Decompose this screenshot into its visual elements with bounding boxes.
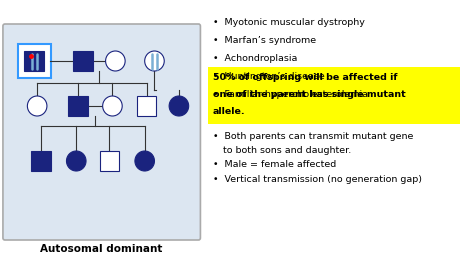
Circle shape (27, 96, 47, 116)
Bar (100, 151, 119, 171)
Bar (25, 51, 44, 71)
Bar (73, 51, 93, 71)
Text: •  Both parents can transmit mutant gene: • Both parents can transmit mutant gene (213, 132, 413, 141)
Text: •  Achondroplasia: • Achondroplasia (213, 54, 298, 63)
FancyBboxPatch shape (18, 44, 51, 78)
FancyBboxPatch shape (208, 67, 460, 124)
Circle shape (106, 51, 125, 71)
Text: •  Vertical transmission (no generation gap): • Vertical transmission (no generation g… (213, 175, 422, 184)
Bar (68, 96, 88, 116)
Text: one of the parent has single mutant: one of the parent has single mutant (213, 90, 406, 99)
Text: •  Myotonic muscular dystrophy: • Myotonic muscular dystrophy (213, 18, 365, 27)
Bar (137, 96, 156, 116)
Text: allele.: allele. (213, 107, 246, 116)
FancyBboxPatch shape (3, 24, 201, 240)
Text: •  Familiar hypercholesterolemia: • Familiar hypercholesterolemia (213, 90, 368, 99)
Circle shape (103, 96, 122, 116)
Text: •  Huntington’s disease: • Huntington’s disease (213, 72, 325, 81)
Text: Autosomal dominant: Autosomal dominant (39, 244, 162, 254)
Text: to both sons and daughter.: to both sons and daughter. (223, 146, 351, 155)
Text: •  Marfan’s syndrome: • Marfan’s syndrome (213, 36, 316, 45)
Circle shape (66, 151, 86, 171)
Circle shape (169, 96, 189, 116)
Circle shape (145, 51, 164, 71)
Text: 50% of offspring will be affected if: 50% of offspring will be affected if (213, 73, 398, 82)
Bar (31, 151, 51, 171)
Circle shape (135, 151, 155, 171)
Text: •  Male = female affected: • Male = female affected (213, 160, 337, 169)
